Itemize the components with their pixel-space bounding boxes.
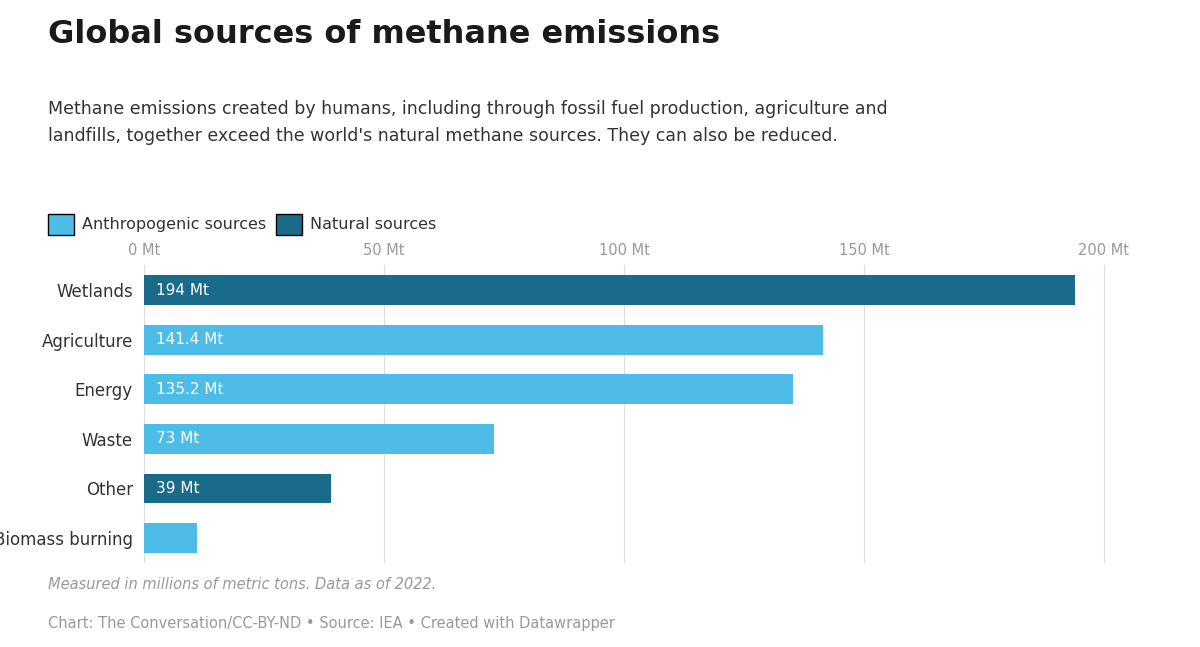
Text: 39 Mt: 39 Mt bbox=[156, 481, 199, 496]
Text: 194 Mt: 194 Mt bbox=[156, 283, 209, 298]
Text: 135.2 Mt: 135.2 Mt bbox=[156, 382, 223, 397]
Text: Methane emissions created by humans, including through fossil fuel production, a: Methane emissions created by humans, inc… bbox=[48, 100, 888, 145]
Bar bbox=[144, 523, 197, 553]
FancyBboxPatch shape bbox=[276, 214, 302, 235]
Text: Global sources of methane emissions: Global sources of methane emissions bbox=[48, 19, 720, 50]
Text: Measured in millions of metric tons. Data as of 2022.: Measured in millions of metric tons. Dat… bbox=[48, 577, 437, 592]
Text: 73 Mt: 73 Mt bbox=[156, 432, 199, 446]
Text: Chart: The Conversation/CC-BY-ND • Source: IEA • Created with Datawrapper: Chart: The Conversation/CC-BY-ND • Sourc… bbox=[48, 616, 614, 631]
Bar bbox=[144, 325, 823, 355]
Bar bbox=[144, 424, 494, 454]
Bar bbox=[144, 275, 1075, 305]
Bar bbox=[144, 375, 793, 404]
Text: Natural sources: Natural sources bbox=[310, 217, 436, 232]
FancyBboxPatch shape bbox=[48, 214, 74, 235]
Text: Anthropogenic sources: Anthropogenic sources bbox=[82, 217, 265, 232]
Bar bbox=[144, 474, 331, 503]
Text: 141.4 Mt: 141.4 Mt bbox=[156, 332, 223, 347]
